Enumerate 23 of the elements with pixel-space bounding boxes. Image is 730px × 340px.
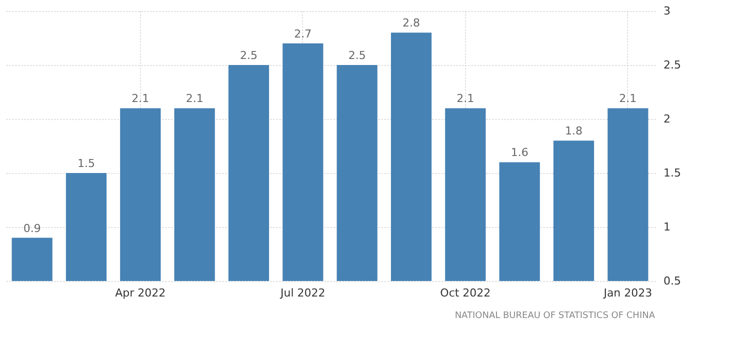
data-label: 2.1: [132, 92, 150, 106]
y-tick-label: 1: [664, 220, 670, 234]
data-label: 1.5: [78, 157, 95, 170]
data-label: 2.1: [186, 92, 204, 106]
data-label: 2.5: [240, 49, 258, 62]
y-tick-label: 0.5: [664, 274, 681, 288]
x-tick-label: Oct 2022: [440, 286, 491, 300]
x-tick-label: Jul 2022: [280, 286, 326, 300]
data-label: 1.6: [510, 146, 528, 160]
data-label: 2.7: [294, 27, 312, 40]
y-tick-label: 2: [664, 112, 670, 126]
data-label: 2.1: [456, 92, 474, 106]
y-tick-label: 1.5: [664, 166, 681, 180]
y-tick-label: 2.5: [664, 58, 681, 72]
data-label: 0.9: [23, 222, 41, 235]
text: NATIONAL BUREAU OF STATISTICS OF CHINA: [454, 311, 656, 321]
x-tick-label: Jan 2023: [602, 286, 652, 300]
data-label: 2.5: [348, 49, 366, 62]
data-label: 2.1: [619, 92, 637, 106]
y-tick-label: 3: [664, 4, 670, 18]
x-tick-label: Apr 2022: [115, 286, 166, 300]
data-label: 1.8: [565, 124, 582, 138]
data-label: 2.8: [402, 16, 420, 30]
